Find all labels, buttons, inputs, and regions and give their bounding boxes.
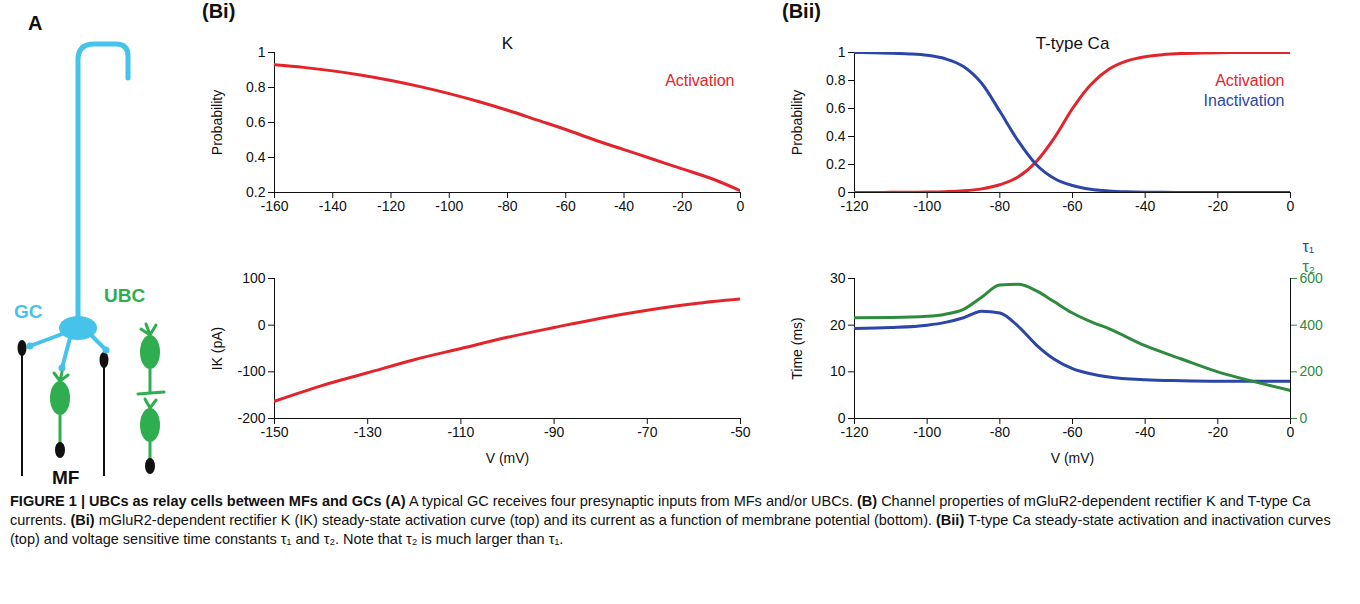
svg-text:-90: -90 [544, 424, 564, 440]
svg-text:-140: -140 [319, 198, 347, 214]
svg-text:Activation: Activation [1215, 72, 1284, 89]
html-text:FIGURE 1 | UBCs as relay cells: FIGURE 1 | UBCs as relay cells between M… [10, 493, 1331, 547]
svg-text:100: 100 [242, 270, 266, 286]
html-text:(Bi): (Bi) [202, 0, 236, 22]
svg-text:-70: -70 [637, 424, 657, 440]
svg-text:0.8: 0.8 [246, 79, 266, 95]
svg-text:Probability: Probability [209, 90, 225, 155]
svg-text:T-type Ca: T-type Ca [1036, 34, 1110, 53]
svg-text:-100: -100 [435, 198, 463, 214]
svg-text:K: K [502, 34, 514, 53]
svg-text:0.6: 0.6 [826, 100, 846, 116]
svg-text:τ₁: τ₁ [1303, 238, 1315, 255]
svg-text:-160: -160 [260, 198, 288, 214]
svg-text:200: 200 [1300, 363, 1324, 379]
svg-text:V (mV): V (mV) [486, 450, 530, 466]
svg-text:-80: -80 [990, 424, 1010, 440]
svg-text:-20: -20 [1208, 198, 1228, 214]
svg-text:-120: -120 [377, 198, 405, 214]
svg-text:-200: -200 [237, 410, 266, 426]
svg-text:10: 10 [830, 363, 846, 379]
svg-text:0: 0 [1300, 410, 1308, 426]
svg-text:-100: -100 [913, 424, 941, 440]
svg-text:-150: -150 [260, 424, 288, 440]
svg-text:-100: -100 [913, 198, 941, 214]
svg-text:-130: -130 [354, 424, 382, 440]
svg-text:-120: -120 [840, 198, 868, 214]
svg-text:0: 0 [258, 317, 266, 333]
svg-text:0.4: 0.4 [246, 149, 266, 165]
svg-text:-80: -80 [497, 198, 517, 214]
svg-text:V (mV): V (mV) [1051, 450, 1095, 466]
svg-text:-40: -40 [614, 198, 634, 214]
svg-text:Activation: Activation [665, 72, 734, 89]
svg-text:0: 0 [837, 410, 846, 426]
svg-text:-100: -100 [237, 363, 265, 379]
svg-text:0.4: 0.4 [826, 128, 846, 144]
svg-text:600: 600 [1300, 270, 1324, 286]
svg-text:τ₂: τ₂ [1302, 257, 1315, 275]
svg-text:-20: -20 [1208, 424, 1228, 440]
svg-text:GC: GC [14, 301, 43, 322]
svg-text:-80: -80 [990, 198, 1010, 214]
svg-text:0: 0 [737, 198, 745, 214]
svg-text:A: A [28, 12, 42, 34]
svg-text:0: 0 [837, 184, 846, 200]
svg-text:-60: -60 [1062, 424, 1082, 440]
svg-text:0.2: 0.2 [246, 184, 266, 200]
html-text:(Bii): (Bii) [782, 0, 821, 22]
svg-text:-60: -60 [556, 198, 576, 214]
svg-text:1: 1 [258, 44, 266, 60]
svg-text:0: 0 [1287, 198, 1295, 214]
svg-text:1: 1 [838, 44, 846, 60]
svg-text:-40: -40 [1135, 424, 1155, 440]
svg-text:400: 400 [1300, 317, 1324, 333]
svg-text:0.6: 0.6 [246, 114, 266, 130]
svg-text:Inactivation: Inactivation [1204, 92, 1285, 109]
svg-text:-50: -50 [730, 424, 750, 440]
svg-text:0.8: 0.8 [826, 72, 846, 88]
svg-text:UBC: UBC [104, 285, 145, 306]
svg-text:20: 20 [830, 317, 846, 333]
svg-text:-110: -110 [447, 424, 474, 440]
svg-text:30: 30 [830, 270, 846, 286]
svg-text:-120: -120 [840, 424, 868, 440]
svg-text:0: 0 [1287, 424, 1295, 440]
svg-text:IK (pA): IK (pA) [209, 327, 225, 371]
svg-text:MF: MF [52, 467, 79, 488]
svg-text:Time (ms): Time (ms) [789, 317, 805, 379]
svg-text:-20: -20 [672, 198, 692, 214]
svg-text:Probability: Probability [789, 90, 805, 155]
svg-text:-60: -60 [1062, 198, 1082, 214]
svg-text:-40: -40 [1135, 198, 1155, 214]
svg-text:0.2: 0.2 [826, 156, 846, 172]
